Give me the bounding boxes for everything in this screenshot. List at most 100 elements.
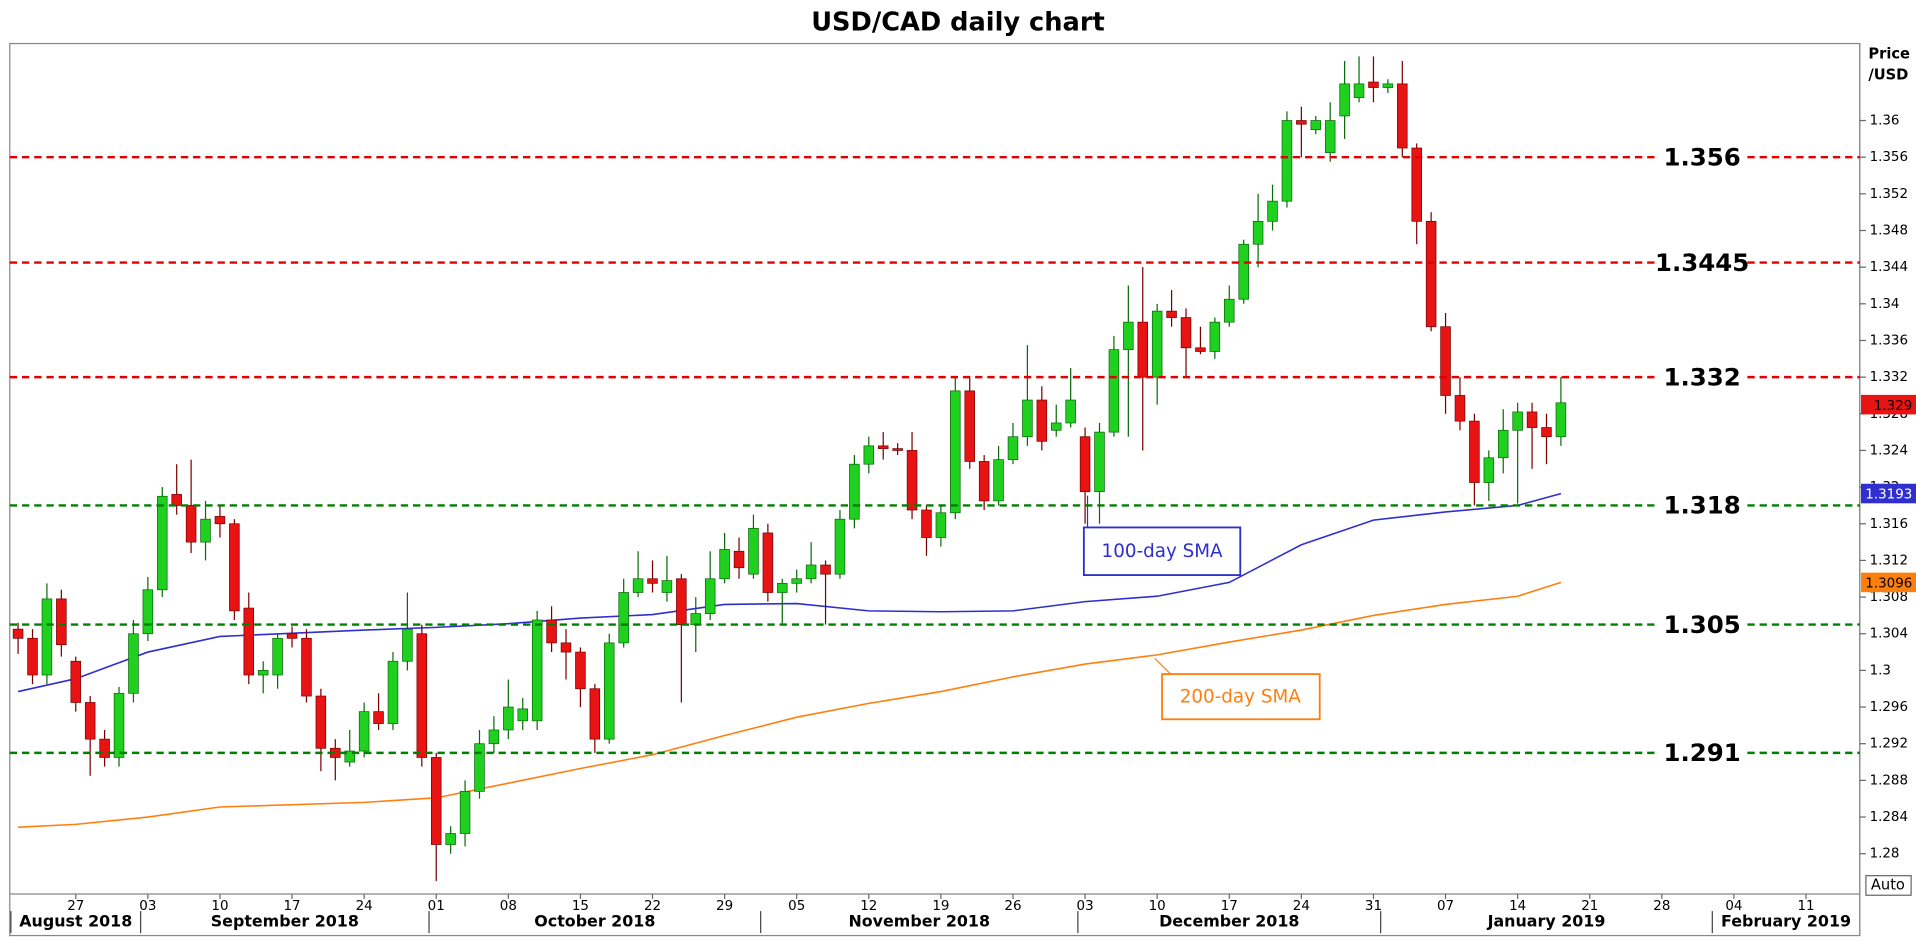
candle-body	[849, 463, 860, 520]
candle-body	[733, 550, 745, 569]
candle-body	[286, 633, 298, 639]
auto-button-label[interactable]: Auto	[1871, 876, 1905, 893]
candle-body	[416, 633, 428, 758]
y-tick-label: 1.312	[1870, 553, 1908, 568]
x-tick-label: 28	[1653, 899, 1670, 914]
annotation-connector	[1154, 657, 1172, 675]
x-tick-label: 12	[860, 899, 877, 914]
candle-body	[517, 708, 528, 722]
candle-body	[1555, 402, 1567, 438]
candle-body	[1497, 429, 1509, 459]
level-label: 1.291	[1664, 738, 1741, 767]
candle-body	[762, 532, 774, 593]
y-tick-label: 1.344	[1870, 260, 1908, 275]
y-tick-label: 1.348	[1870, 224, 1908, 239]
candle-body	[474, 743, 485, 792]
candle-body	[1151, 310, 1163, 378]
level-label: 1.318	[1664, 491, 1741, 520]
candle-body	[488, 729, 500, 745]
x-tick-label: 03	[1077, 899, 1094, 914]
sma-value-tag: 1.3096	[1865, 577, 1912, 592]
x-tick-label: 14	[1509, 899, 1526, 914]
candle-body	[128, 633, 139, 694]
candle-body	[1296, 120, 1307, 125]
y-tick-label: 1.3	[1870, 663, 1891, 678]
y-tick-label: 1.284	[1870, 810, 1908, 825]
y-tick-label: 1.336	[1870, 333, 1908, 348]
x-tick-label: 11	[1797, 899, 1814, 914]
candle-body	[84, 702, 96, 740]
level-label: 1.356	[1664, 142, 1741, 171]
x-tick-label: 21	[1581, 899, 1598, 914]
candle-body	[387, 660, 399, 724]
candle-body	[993, 459, 1004, 502]
candle-body	[1224, 298, 1235, 323]
candle-body	[1425, 220, 1437, 328]
candle-body	[661, 580, 673, 593]
y-tick-label: 1.332	[1870, 370, 1908, 385]
month-label: August 2018	[19, 912, 132, 931]
candle-body	[618, 592, 629, 644]
candle-body	[1238, 243, 1249, 300]
candle-body	[1007, 436, 1019, 460]
candle-body	[1281, 120, 1293, 202]
y-axis-label: /USD	[1868, 66, 1908, 83]
candle-body	[791, 578, 802, 584]
candle-body	[229, 523, 240, 612]
candle-body	[906, 450, 918, 511]
candle-body	[373, 711, 384, 724]
auto-button[interactable]	[1865, 875, 1912, 896]
candle-body	[459, 791, 471, 834]
candle-body	[1036, 399, 1048, 442]
x-tick-label: 17	[283, 899, 300, 914]
candle-body	[892, 448, 903, 451]
candle-body	[1209, 321, 1221, 352]
x-tick-label: 15	[572, 899, 589, 914]
level-label: 1.332	[1664, 362, 1741, 391]
candle-body	[1022, 399, 1033, 438]
last-price-tag-box	[1861, 394, 1916, 415]
candle-body	[1050, 422, 1062, 431]
candle-body	[1454, 395, 1466, 422]
candle-body	[503, 706, 514, 731]
candle-body	[531, 619, 543, 722]
candle-body	[99, 738, 110, 758]
candle-body	[604, 642, 615, 740]
level-label: 1.3445	[1655, 248, 1749, 277]
candle-body	[950, 390, 961, 514]
candle-body	[1137, 321, 1149, 378]
month-label: December 2018	[1159, 912, 1299, 931]
candle-body	[214, 516, 226, 525]
candle-body	[272, 637, 283, 676]
candle-body	[1353, 83, 1365, 98]
candle-body	[1541, 427, 1552, 438]
candle-body	[1108, 349, 1120, 433]
sma-annotation: 200-day SMA	[1180, 686, 1301, 707]
x-tick-label: 08	[500, 899, 517, 914]
candle-body	[748, 527, 759, 575]
candle-body	[200, 518, 211, 543]
candle-body	[1483, 457, 1495, 483]
candle-body	[1339, 83, 1350, 117]
candle-body	[964, 390, 975, 462]
candle-body	[1180, 317, 1192, 349]
candle-body	[1079, 436, 1091, 493]
candle-body	[12, 628, 24, 639]
month-label: January 2019	[1487, 912, 1606, 931]
candle-body	[27, 637, 38, 676]
candle-body	[301, 637, 312, 697]
sma-annotation: 100-day SMA	[1102, 541, 1223, 562]
candle-body	[820, 564, 831, 575]
sma-value-tag-box	[1861, 572, 1916, 593]
x-tick-label: 26	[1004, 899, 1021, 914]
candle-body	[589, 688, 601, 740]
x-tick-label: 01	[428, 899, 445, 914]
candle-body	[834, 518, 846, 575]
y-tick-label: 1.316	[1870, 517, 1908, 532]
y-tick-label: 1.28	[1870, 847, 1900, 862]
candle-body	[1123, 321, 1134, 351]
candle-body	[1195, 347, 1206, 352]
y-tick-label: 1.296	[1870, 700, 1908, 715]
candle-body	[1252, 220, 1264, 245]
